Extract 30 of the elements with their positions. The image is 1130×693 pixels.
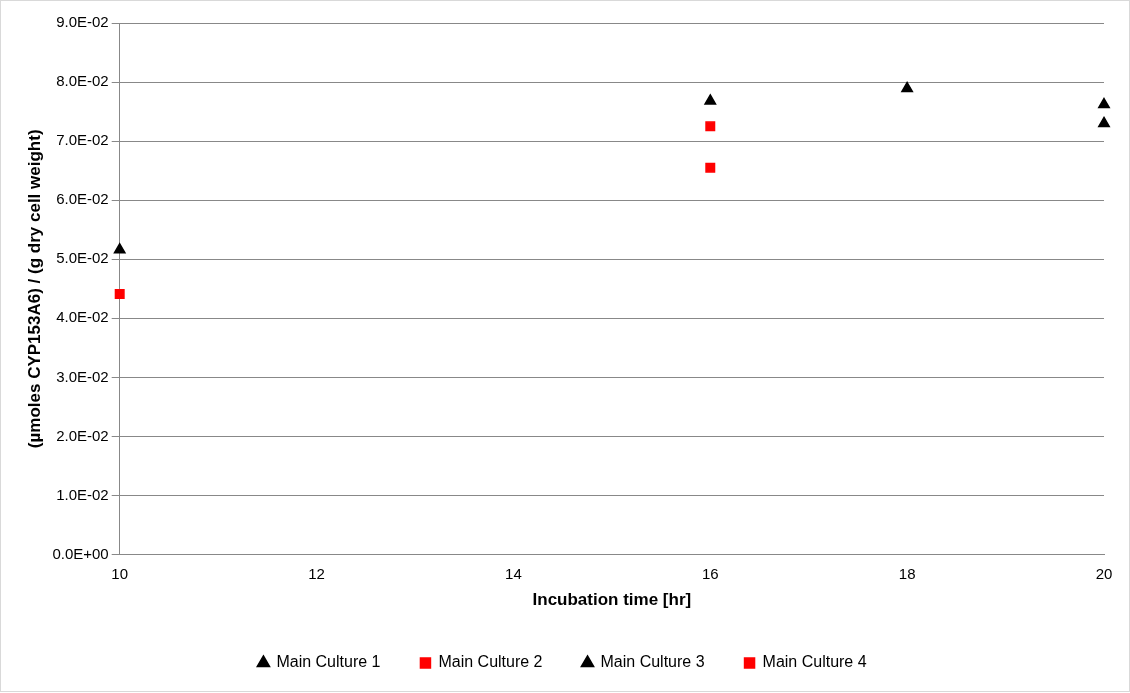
point bbox=[1098, 97, 1110, 109]
y-tick-label: 6.0E-02 bbox=[56, 190, 109, 208]
y-tick-label: 5.0E-02 bbox=[56, 249, 109, 267]
y-tick-label: 0.0E+00 bbox=[52, 544, 109, 562]
point bbox=[1098, 116, 1110, 128]
x-tick-label: 18 bbox=[898, 564, 916, 582]
point bbox=[704, 94, 717, 105]
legend-label: Main Culture 1 bbox=[276, 653, 381, 671]
y-tick-label: 7.0E-02 bbox=[56, 131, 109, 149]
x-axis-title: Incubation time [hr] bbox=[532, 590, 692, 610]
y-tick-label: 3.0E-02 bbox=[56, 367, 109, 385]
x-tick-label: 10 bbox=[111, 564, 129, 582]
legend-label: Main Culture 2 bbox=[438, 653, 543, 671]
point bbox=[705, 121, 716, 132]
y-tick-label: 2.0E-02 bbox=[56, 426, 109, 444]
legend-label: Main Culture 3 bbox=[600, 653, 705, 671]
point bbox=[113, 243, 126, 254]
legend-label: Main Culture 4 bbox=[762, 653, 867, 671]
x-tick-label: 16 bbox=[701, 564, 719, 582]
x-tick-label: 14 bbox=[505, 564, 522, 582]
point bbox=[114, 289, 125, 300]
x-tick-label: 20 bbox=[1095, 564, 1113, 582]
y-tick-label: 4.0E-02 bbox=[56, 308, 109, 326]
y-tick-label: 8.0E-02 bbox=[56, 72, 109, 90]
y-axis-title: (µmoles CYP153A6) / (g dry cell weight) bbox=[24, 129, 44, 449]
y-tick-label: 9.0E-02 bbox=[56, 13, 109, 31]
point bbox=[901, 81, 914, 93]
x-tick-label: 12 bbox=[308, 564, 325, 582]
point bbox=[705, 162, 716, 173]
y-tick-label: 1.0E-02 bbox=[56, 485, 109, 503]
